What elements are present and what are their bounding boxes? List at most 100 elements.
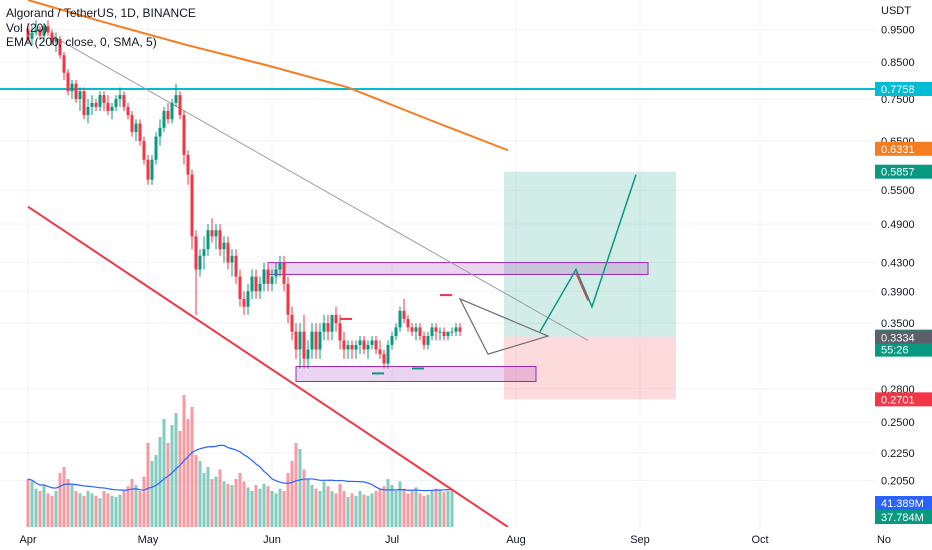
volume-bar bbox=[318, 491, 322, 527]
candle-body bbox=[262, 269, 266, 284]
volume-bar bbox=[230, 485, 234, 527]
volume-bar bbox=[166, 443, 170, 527]
volume-bar bbox=[270, 491, 274, 527]
volume-bar bbox=[130, 479, 134, 527]
candle-body bbox=[438, 331, 442, 333]
candle-body bbox=[90, 102, 94, 107]
volume-bar bbox=[302, 469, 306, 527]
countdown-label: 55:26 bbox=[881, 345, 909, 357]
volume-bar bbox=[426, 494, 430, 527]
candle-body bbox=[414, 327, 418, 332]
candle-body bbox=[342, 340, 346, 350]
candle-body bbox=[178, 95, 182, 116]
candle-body bbox=[370, 340, 374, 345]
price-tag bbox=[875, 330, 932, 345]
candle-body bbox=[422, 336, 426, 345]
candle-body bbox=[238, 276, 242, 299]
candle-body bbox=[390, 336, 394, 345]
volume-bar bbox=[386, 479, 390, 527]
candle-body bbox=[98, 95, 102, 107]
candle-body bbox=[366, 344, 370, 350]
price-tick-label: 0.7500 bbox=[881, 94, 915, 106]
candle-body bbox=[170, 102, 174, 120]
volume-bar bbox=[278, 488, 282, 527]
candle-body bbox=[86, 106, 90, 116]
volume-bar bbox=[74, 491, 78, 527]
candle-body bbox=[134, 123, 138, 133]
candle-body bbox=[314, 331, 318, 350]
candles bbox=[26, 20, 462, 369]
price-tag bbox=[875, 141, 932, 156]
time-tick-label: Jun bbox=[263, 534, 281, 546]
candle-body bbox=[334, 314, 338, 324]
volume-bar bbox=[382, 486, 386, 527]
volume-bar bbox=[122, 491, 126, 527]
candle-body bbox=[62, 55, 66, 73]
volume-bar bbox=[114, 497, 118, 527]
currency-label: USDT bbox=[881, 5, 911, 17]
stop-zone bbox=[504, 336, 676, 400]
volume-bar bbox=[58, 473, 62, 527]
volume-bars bbox=[26, 395, 454, 527]
volume-bar bbox=[266, 486, 270, 527]
candle-body bbox=[426, 336, 430, 345]
candle-body bbox=[202, 249, 206, 256]
volume-tag bbox=[875, 510, 932, 524]
candle-body bbox=[142, 141, 146, 160]
candle-body bbox=[266, 269, 270, 284]
candle-body bbox=[30, 32, 34, 39]
volume-bar bbox=[438, 489, 442, 527]
volume-bar bbox=[342, 491, 346, 527]
volume-bar bbox=[202, 473, 206, 527]
volume-bar bbox=[46, 493, 50, 527]
volume-bar bbox=[362, 494, 366, 527]
candle-body bbox=[394, 327, 398, 337]
candle-body bbox=[358, 340, 362, 345]
candle-body bbox=[326, 323, 330, 332]
price-tag-label: 0.2701 bbox=[881, 394, 915, 406]
candle-body bbox=[298, 331, 302, 350]
volume-bar bbox=[78, 493, 82, 527]
candle-body bbox=[210, 230, 214, 237]
candle-body bbox=[270, 276, 274, 284]
candle-body bbox=[114, 98, 118, 107]
candle-body bbox=[174, 95, 178, 103]
volume-bar bbox=[66, 479, 70, 527]
price-tag-label: 0.6331 bbox=[881, 144, 915, 156]
time-tick-label: Jul bbox=[385, 534, 399, 546]
volume-bar bbox=[94, 495, 98, 527]
candle-body bbox=[166, 110, 170, 120]
legend-symbol[interactable]: Algorand / TetherUS, 1D, BINANCE bbox=[6, 6, 196, 20]
legend-ema[interactable]: EMA (200, close, 0, SMA, 5) bbox=[6, 35, 157, 49]
candle-body bbox=[406, 318, 410, 328]
candle-body bbox=[110, 106, 114, 111]
price-tag-label: 0.5857 bbox=[881, 167, 915, 179]
candle-body bbox=[214, 230, 218, 237]
candle-body bbox=[350, 344, 354, 350]
volume-bar bbox=[174, 413, 178, 527]
candle-body bbox=[386, 344, 390, 364]
candle-body bbox=[234, 255, 238, 277]
candle-body bbox=[322, 323, 326, 332]
volume-bar bbox=[358, 491, 362, 527]
candle-body bbox=[330, 314, 334, 332]
candle-body bbox=[150, 159, 154, 180]
volume-bar bbox=[170, 425, 174, 527]
candle-body bbox=[274, 269, 278, 277]
price-tag bbox=[875, 164, 932, 179]
volume-bar bbox=[378, 488, 382, 527]
volume-bar bbox=[162, 419, 166, 527]
volume-bar bbox=[86, 491, 90, 527]
trend-line bbox=[51, 35, 589, 341]
volume-bar bbox=[350, 493, 354, 527]
candle-body bbox=[242, 298, 246, 307]
candle-body bbox=[70, 83, 74, 92]
candle-body bbox=[458, 327, 462, 332]
volume-bar bbox=[34, 488, 38, 527]
time-axis[interactable]: Apr May Jun Jul Aug Sep Oct No bbox=[0, 527, 932, 550]
candle-body bbox=[182, 115, 186, 155]
candle-body bbox=[122, 95, 126, 107]
legend-volume[interactable]: Vol (20) bbox=[6, 20, 48, 35]
candle-body bbox=[46, 26, 50, 33]
